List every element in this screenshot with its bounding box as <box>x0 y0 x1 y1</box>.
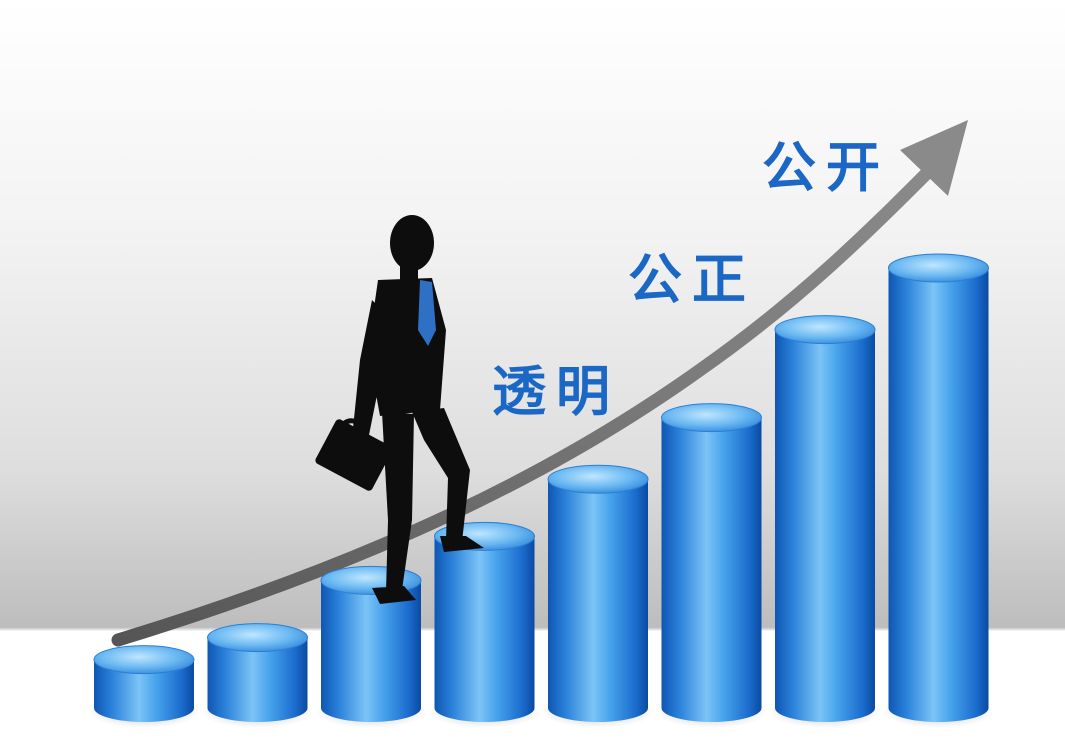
bar-top <box>774 315 876 345</box>
bar-column <box>548 479 648 722</box>
growth-arrow-head-icon <box>900 120 968 196</box>
bar-top <box>93 645 195 675</box>
bar-column <box>888 268 989 722</box>
businessman-silhouette-icon <box>315 215 484 604</box>
bar-column <box>775 329 875 722</box>
bar-column <box>321 580 421 722</box>
bar-column <box>207 637 308 722</box>
bar-top <box>661 403 762 433</box>
bar-top <box>888 253 989 283</box>
word-open: 公开 <box>762 136 890 199</box>
growth-arrow-shaft <box>111 163 937 647</box>
word-fair: 公正 <box>628 248 756 311</box>
bar-top <box>547 464 649 494</box>
bar-columns <box>88 253 995 728</box>
bar-column <box>94 659 194 722</box>
word-transparent: 透明 <box>492 360 620 423</box>
bar-column <box>661 417 762 722</box>
bar-column <box>434 536 535 722</box>
bar-top <box>207 623 308 653</box>
